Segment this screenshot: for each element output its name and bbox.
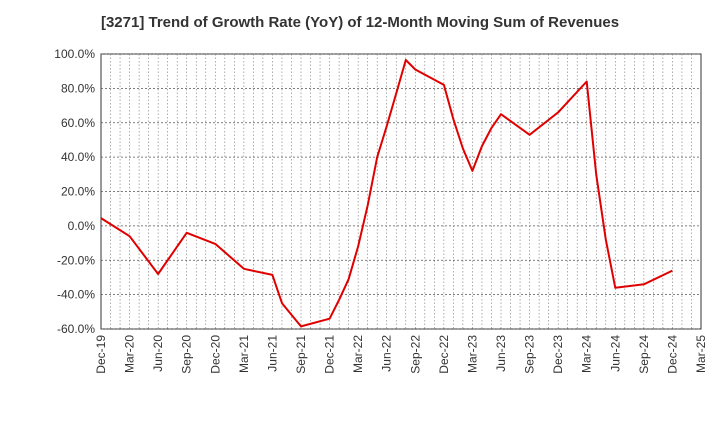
y-tick-label: 0.0% bbox=[68, 219, 96, 233]
growth-rate-line bbox=[100, 59, 673, 328]
x-tick-label: Jun-24 bbox=[608, 335, 622, 372]
x-tick-label: Dec-23 bbox=[551, 335, 565, 374]
x-tick-label: Sep-22 bbox=[408, 335, 422, 374]
x-tick-label: Jun-21 bbox=[265, 335, 279, 372]
x-tick-label: Mar-20 bbox=[123, 335, 137, 373]
chart-title: [3271] Trend of Growth Rate (YoY) of 12-… bbox=[100, 14, 620, 31]
grid bbox=[101, 53, 701, 330]
y-tick-label: 40.0% bbox=[61, 150, 95, 164]
x-tick-label: Sep-20 bbox=[180, 335, 194, 374]
x-tick-label: Sep-21 bbox=[294, 335, 308, 374]
y-tick-label: -20.0% bbox=[57, 253, 95, 267]
x-tick-label: Mar-25 bbox=[694, 335, 708, 373]
x-tick-label: Sep-23 bbox=[523, 335, 537, 374]
y-axis: 100.0% 80.0% 60.0% 40.0% 20.0% 0.0% -20.0% -40.… bbox=[54, 47, 95, 336]
y-tick-label: -60.0% bbox=[57, 322, 95, 336]
x-axis: Dec-19 Mar-20 Jun-20 Sep-20 Dec-20 Mar-21 Jun-… bbox=[94, 335, 708, 374]
x-tick-label: Dec-22 bbox=[437, 335, 451, 374]
y-tick-label: 60.0% bbox=[61, 116, 95, 130]
y-tick-label: -40.0% bbox=[57, 288, 95, 302]
y-tick-label: 20.0% bbox=[61, 185, 95, 199]
x-tick-label: Jun-22 bbox=[380, 335, 394, 372]
x-tick-label: Mar-22 bbox=[351, 335, 365, 373]
x-tick-label: Mar-23 bbox=[465, 335, 479, 373]
y-tick-label: 100.0% bbox=[54, 47, 95, 61]
x-tick-label: Mar-21 bbox=[237, 335, 251, 373]
x-tick-label: Mar-24 bbox=[580, 335, 594, 373]
x-tick-label: Jun-23 bbox=[494, 335, 508, 372]
x-tick-label: Sep-24 bbox=[637, 335, 651, 374]
x-tick-label: Dec-24 bbox=[665, 335, 679, 374]
x-tick-label: Dec-20 bbox=[208, 335, 222, 374]
x-tick-label: Jun-20 bbox=[151, 335, 165, 372]
x-tick-label: Dec-19 bbox=[94, 335, 108, 374]
x-tick-label: Dec-21 bbox=[323, 335, 337, 374]
y-tick-label: 80.0% bbox=[61, 81, 95, 95]
